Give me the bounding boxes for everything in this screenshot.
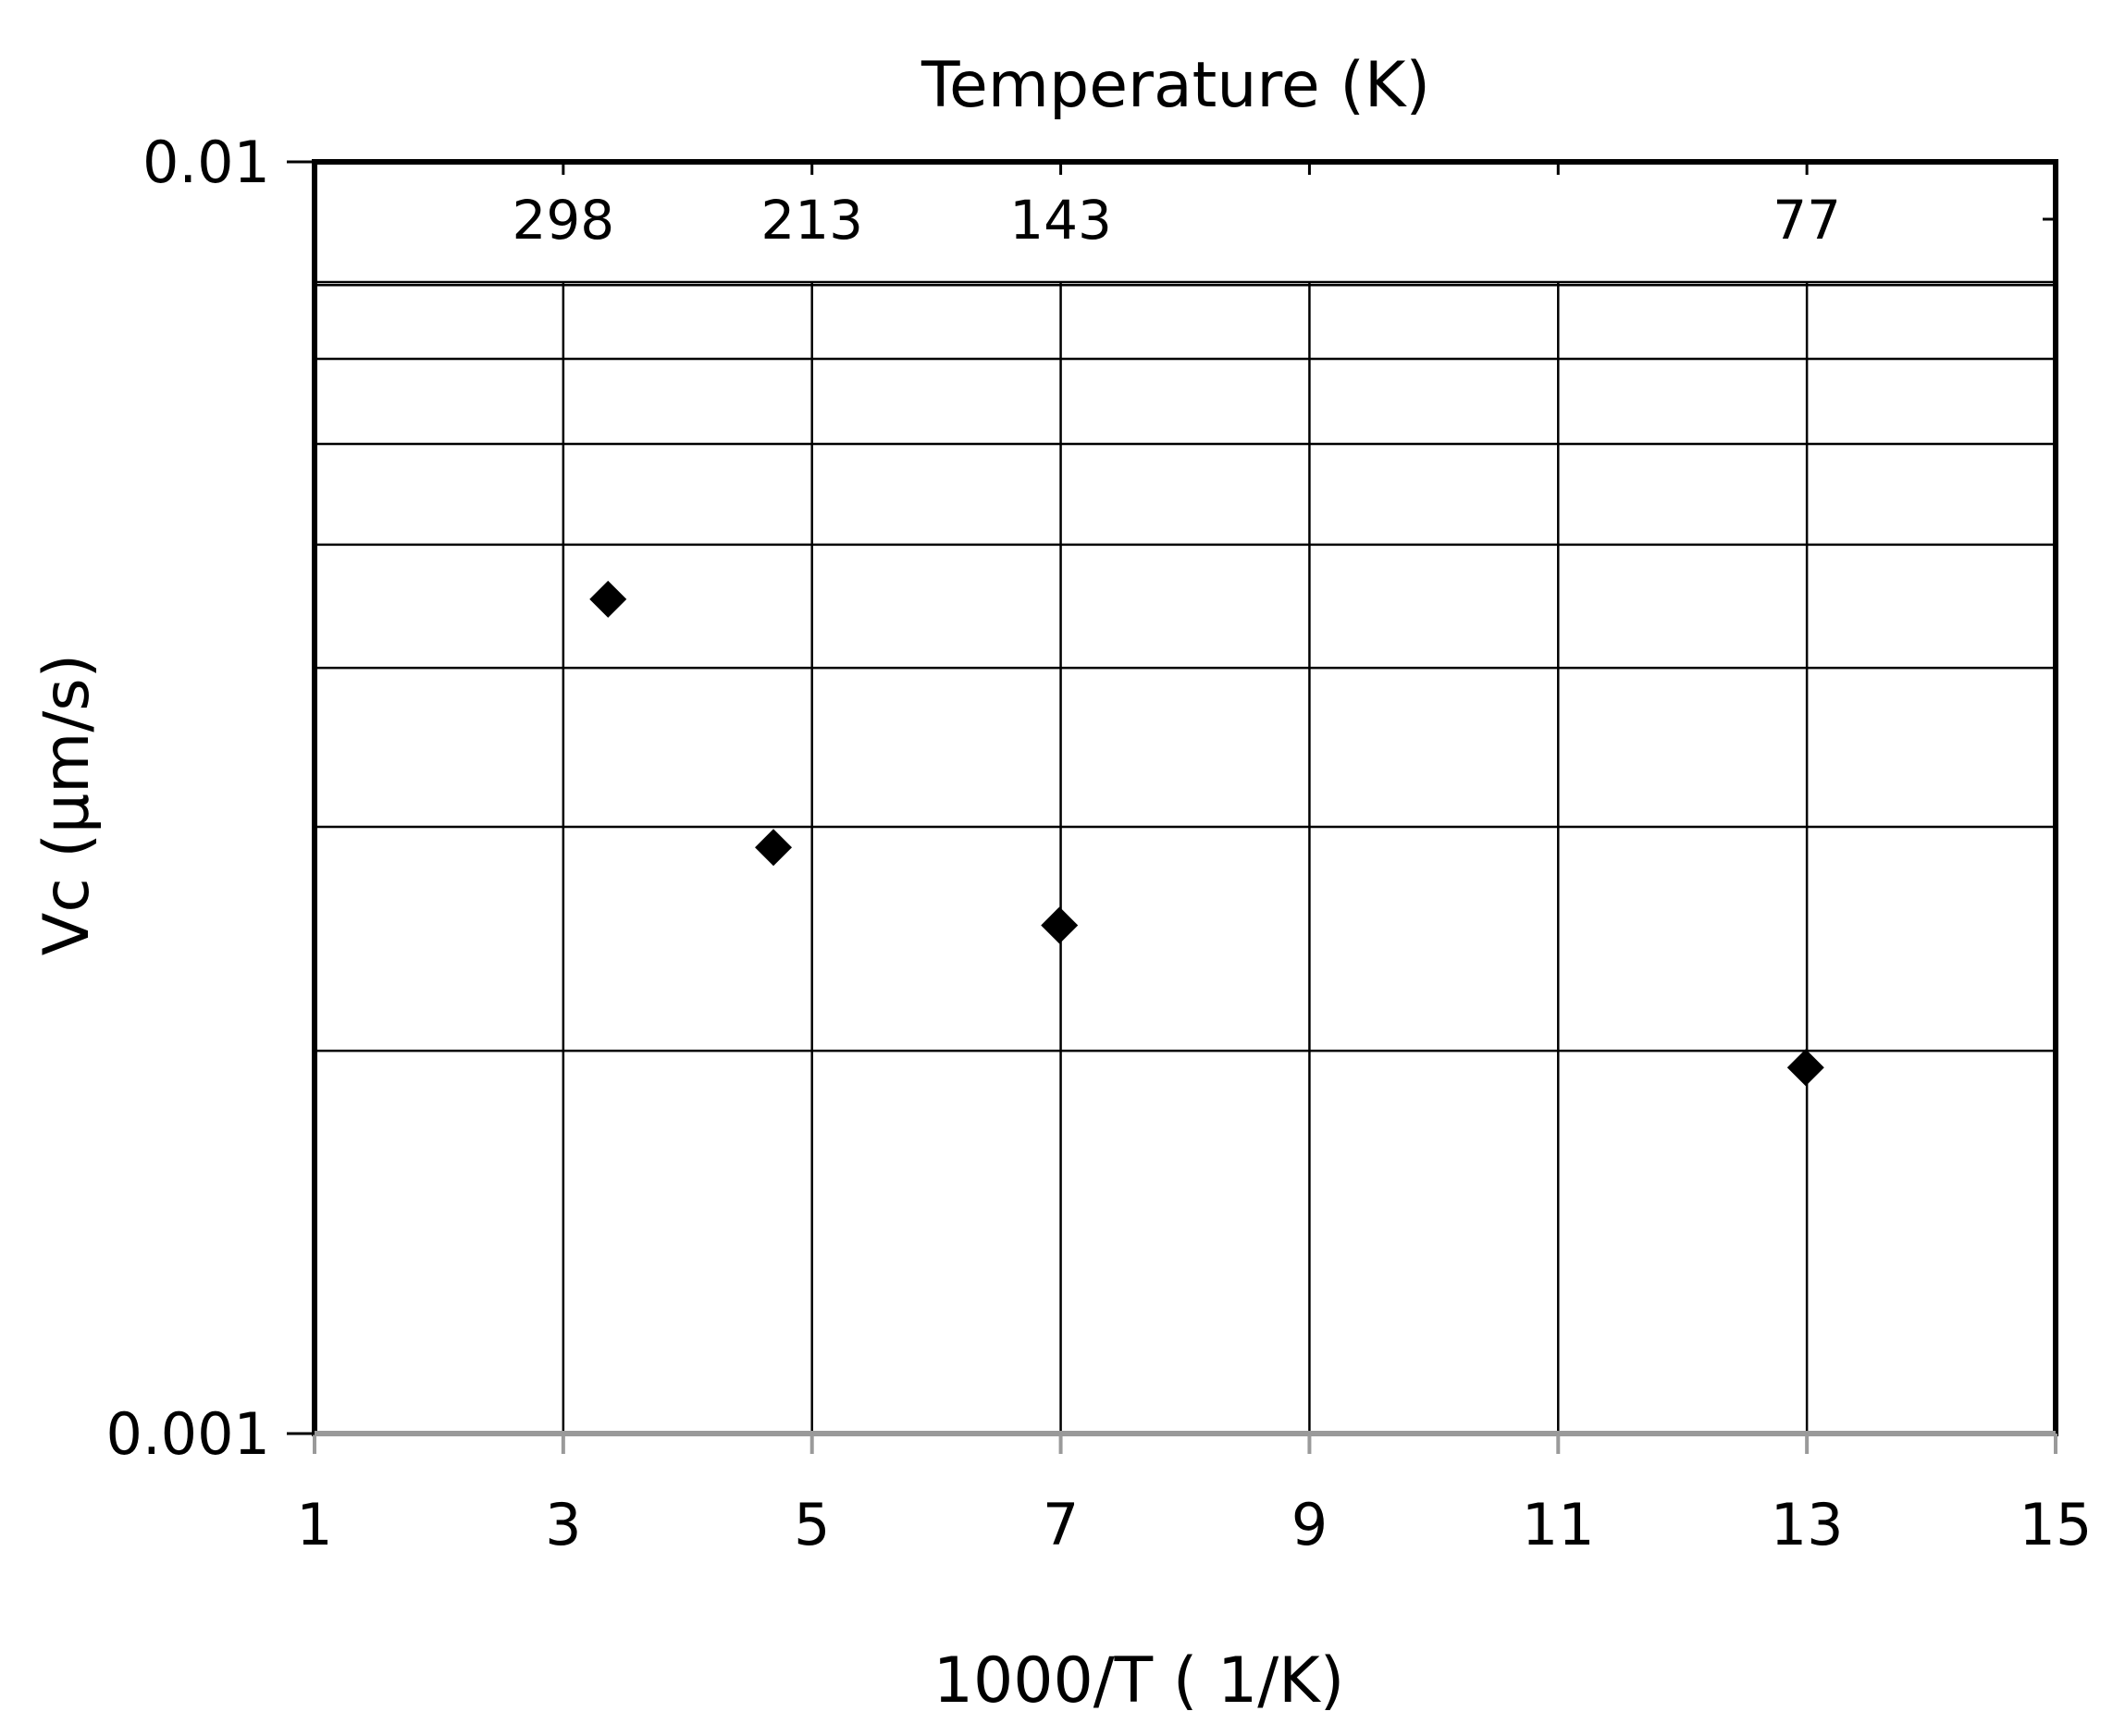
data-point-diamond xyxy=(755,829,793,867)
plot-area-frame xyxy=(312,159,2058,1436)
axis-ticks xyxy=(287,160,2057,1454)
data-point-diamond xyxy=(589,580,627,618)
x-tick-label: 3 xyxy=(545,1491,581,1558)
x-tick-label: 11 xyxy=(1522,1491,1595,1558)
x-tick-label: 9 xyxy=(1291,1491,1328,1558)
gridlines xyxy=(315,280,2056,1434)
x-tick-label: 1 xyxy=(296,1491,332,1558)
x-tick-label: 7 xyxy=(1043,1491,1079,1558)
top-axis-title: Temperature (K) xyxy=(920,49,1430,122)
x-axis-title: 1000/T ( 1/K) xyxy=(933,1644,1345,1718)
tick-labels: 1 3 5 7 9 11 13 150.010.001 xyxy=(106,129,2093,1558)
temperature-tick-label: 298 xyxy=(512,189,614,252)
data-point-diamond xyxy=(1041,906,1079,944)
x-tick-label: 15 xyxy=(2020,1491,2093,1558)
temperature-tick-label: 213 xyxy=(760,189,863,252)
y-axis-title: Vc (µm/s) xyxy=(31,654,104,955)
x-tick-label: 5 xyxy=(794,1491,830,1558)
y-tick-label: 0.001 xyxy=(106,1400,271,1468)
temperature-tick-labels: 298 213 143 77 xyxy=(512,189,1841,252)
y-tick-label: 0.01 xyxy=(142,129,270,196)
temperature-tick-label: 77 xyxy=(1773,189,1841,252)
temperature-tick-label: 143 xyxy=(1009,189,1112,252)
x-tick-label: 13 xyxy=(1771,1491,1844,1558)
data-point-diamond xyxy=(1786,1049,1824,1087)
data-points xyxy=(589,580,1824,1087)
